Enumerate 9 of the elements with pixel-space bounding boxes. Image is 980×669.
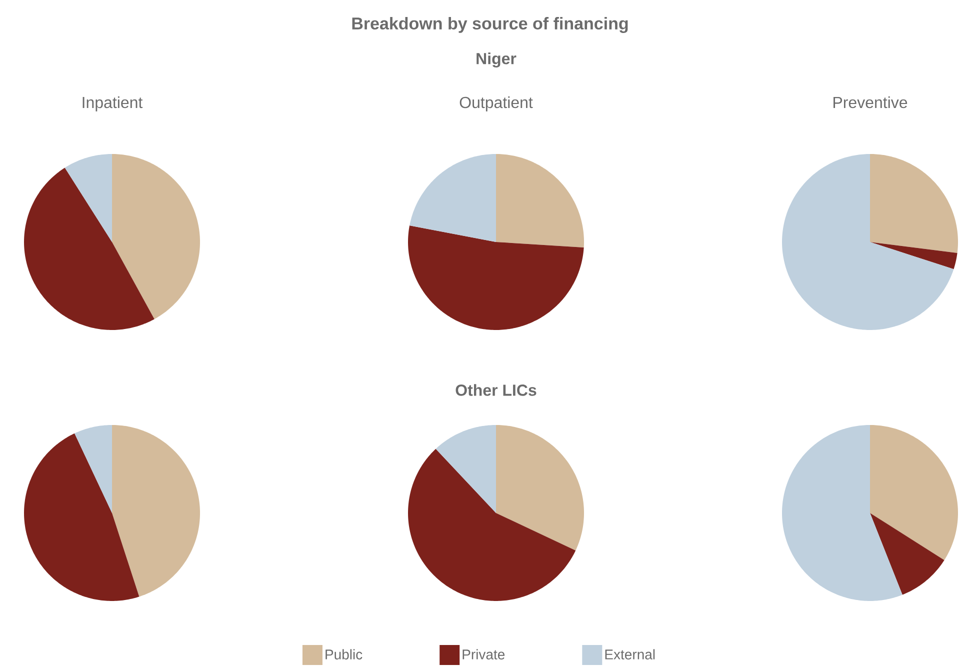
text: Breakdown by source of financing bbox=[352, 17, 628, 33]
chart-title: Inpatient bbox=[82, 96, 143, 112]
chart-subtitle: Other LICs bbox=[456, 384, 536, 396]
legend-label: Private bbox=[462, 649, 505, 660]
legend-label: External bbox=[605, 649, 655, 660]
legend-label: Public bbox=[326, 649, 362, 660]
chart-title: Outpatient bbox=[460, 96, 533, 112]
chart-title: Preventive bbox=[834, 96, 908, 108]
chart-subtitle: Niger bbox=[476, 52, 516, 68]
